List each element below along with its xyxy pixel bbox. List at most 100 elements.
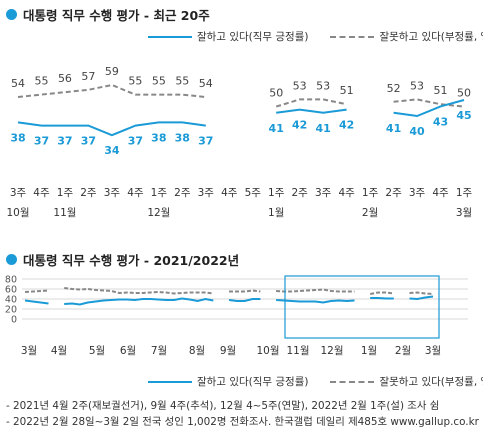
chart1-approve-label: 42 <box>339 119 354 132</box>
chart1-week-tick: 5주 <box>245 187 262 199</box>
chart1-month-tick: 11월 <box>53 207 76 219</box>
chart1-approve-line-segment-1 <box>276 108 347 114</box>
chart1-approve-label: 38 <box>175 131 190 144</box>
chart1-title: 대통령 직무 수행 평가 - 최근 20주 <box>23 8 210 23</box>
chart1-legend: 잘하고 있다(직무 긍정률) 잘못하고 있다(부정률, %) <box>148 29 483 44</box>
legend2-disapprove-label: 잘못하고 있다(부정률, %) <box>379 376 483 388</box>
chart1-disapprove-label: 54 <box>199 77 213 90</box>
chart1-approve-label: 37 <box>198 135 213 148</box>
chart2-month-tick: 3월 <box>425 345 441 357</box>
chart2-y-tick: 20 <box>5 305 17 316</box>
chart1-disapprove-label: 53 <box>316 79 330 92</box>
chart1-disapprove-label: 50 <box>457 87 471 100</box>
chart2-recent-highlight-box <box>284 275 440 339</box>
legend2-disapprove-line-icon <box>330 380 375 383</box>
chart1-approve-label: 40 <box>409 125 425 138</box>
chart1-disapprove-label: 53 <box>410 79 424 92</box>
chart2-y-tick: 0 <box>11 315 17 326</box>
chart2-approve-line-segment <box>228 298 261 302</box>
chart2-month-tick: 3월 <box>21 345 37 357</box>
legend2-approve-label: 잘하고 있다(직무 긍정률) <box>197 376 309 388</box>
legend-approve-line-icon <box>148 35 192 38</box>
chart1-approve-label: 37 <box>81 135 96 148</box>
chart1-week-tick: 3주 <box>198 187 215 199</box>
chart2-disapprove-line-segment <box>409 291 434 295</box>
chart1-approve-label: 37 <box>34 135 49 148</box>
chart2-y-tick: 80 <box>5 275 17 286</box>
chart1-approve-label: 38 <box>151 131 166 144</box>
chart2-approve-line-segment <box>276 299 355 304</box>
chart2-title-row: 대통령 직무 수행 평가 - 2021/2022년 <box>6 250 239 269</box>
chart1-week-tick: 2주 <box>174 187 191 199</box>
chart1-week-tick: 4주 <box>33 187 50 199</box>
chart2-y-tick: 60 <box>5 285 17 296</box>
chart1-month-tick: 3월 <box>456 207 472 219</box>
chart2-month-tick: 2월 <box>395 345 411 357</box>
chart1-disapprove-label: 57 <box>81 70 95 83</box>
legend-approve-label: 잘하고 있다(직무 긍정률) <box>197 31 309 43</box>
chart1-week-tick: 1주 <box>268 187 285 199</box>
chart1-title-row: 대통령 직무 수행 평가 - 최근 20주 <box>6 5 210 24</box>
chart1-approve-label: 41 <box>316 122 331 135</box>
chart2-month-tick: 9월 <box>220 345 236 357</box>
chart1-approve-label: 45 <box>456 109 471 122</box>
legend-disapprove: 잘못하고 있다(부정률, %) <box>330 29 483 44</box>
chart2-month-tick: 7월 <box>151 345 167 357</box>
chart1-week-tick: 2주 <box>292 187 309 199</box>
chart1-week-tick: 3주 <box>315 187 332 199</box>
legend2-approve-line-icon <box>148 380 192 383</box>
chart1-week-tick: 3주 <box>409 187 426 199</box>
chart1-week-tick: 4주 <box>338 187 355 199</box>
chart1-approve-label: 42 <box>292 119 307 132</box>
chart1-approve-label: 43 <box>433 115 448 128</box>
chart1-approve-label: 37 <box>57 135 72 148</box>
chart1-disapprove-line-segment-1 <box>275 98 347 108</box>
chart2-month-tick: 8월 <box>189 345 205 357</box>
chart1-disapprove-label: 55 <box>34 75 48 88</box>
legend2-disapprove: 잘못하고 있다(부정률, %) <box>330 374 483 389</box>
footnote-2: - 2022년 2월 28일~3월 2일 전국 성인 1,002명 전화조사. … <box>6 416 479 428</box>
chart1-disapprove-line-segment-2 <box>393 98 465 108</box>
chart2-disapprove-line-segment <box>64 287 214 295</box>
chart2-approve-line-segment <box>370 297 394 300</box>
chart1-approve-line-segment-2 <box>393 99 465 118</box>
chart1-approve-line-segment-0 <box>17 121 206 137</box>
chart1-disapprove-label: 50 <box>269 87 283 100</box>
legend-disapprove-line-icon <box>330 35 375 38</box>
chart1-disapprove-label: 51 <box>340 84 354 97</box>
chart2-month-tick: 6월 <box>120 345 136 357</box>
chart2-month-tick: 5월 <box>89 345 105 357</box>
chart1-week-tick: 2주 <box>80 187 97 199</box>
chart1-approve-label: 41 <box>386 122 401 135</box>
chart1-disapprove-label: 55 <box>128 75 142 88</box>
chart1-month-tick: 10월 <box>6 207 29 219</box>
chart2-legend: 잘하고 있다(직무 긍정률) 잘못하고 있다(부정률, %) <box>148 374 483 389</box>
chart1-week-tick: 1주 <box>151 187 168 199</box>
chart2-month-tick: 11월 <box>286 345 309 357</box>
chart2-disapprove-line-segment <box>370 291 394 295</box>
chart1-month-tick: 2월 <box>362 207 378 219</box>
chart2-y-tick: 40 <box>5 295 17 306</box>
chart2-approve-line-segment <box>64 297 214 306</box>
chart1-approve-label: 37 <box>128 135 143 148</box>
chart1-disapprove-label: 55 <box>152 75 166 88</box>
chart1-week-tick: 1주 <box>362 187 379 199</box>
title-bullet-icon <box>6 9 17 20</box>
chart2-approve-line-segment <box>24 299 49 305</box>
chart1-week-tick: 1주 <box>57 187 74 199</box>
chart1-week-tick: 4주 <box>127 187 144 199</box>
chart2-approve-line-segment <box>409 295 434 301</box>
chart1-disapprove-label: 59 <box>105 65 119 78</box>
footnote-1: - 2021년 4월 2주(재보궐선거), 9월 4주(추석), 12월 4~5… <box>6 400 440 412</box>
chart1-approve-label: 41 <box>269 122 284 135</box>
chart1-disapprove-label: 53 <box>293 79 307 92</box>
chart1-approve-label: 38 <box>10 131 25 144</box>
chart1-disapprove-label: 55 <box>175 75 189 88</box>
chart1-disapprove-label: 54 <box>11 77 25 90</box>
chart1-week-tick: 2주 <box>385 187 402 199</box>
chart1-month-tick: 1월 <box>268 207 284 219</box>
legend-disapprove-label: 잘못하고 있다(부정률, %) <box>379 31 483 43</box>
chart2-disapprove-line-segment <box>229 289 261 293</box>
chart2-disapprove-line-segment <box>24 289 49 293</box>
